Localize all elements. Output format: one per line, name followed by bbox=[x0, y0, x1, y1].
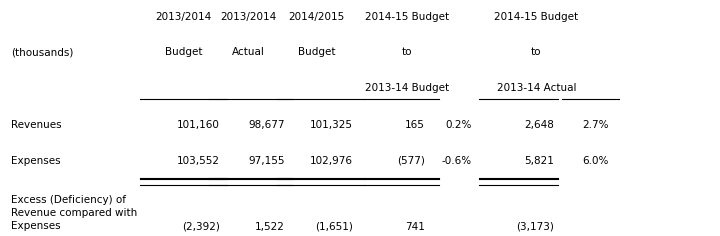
Text: 2014-15 Budget: 2014-15 Budget bbox=[495, 12, 578, 22]
Text: Budget: Budget bbox=[298, 47, 336, 57]
Text: 102,976: 102,976 bbox=[310, 156, 353, 166]
Text: 2014/2015: 2014/2015 bbox=[289, 12, 345, 22]
Text: 2013-14 Actual: 2013-14 Actual bbox=[497, 83, 576, 93]
Text: -0.6%: -0.6% bbox=[441, 156, 472, 166]
Text: to: to bbox=[402, 47, 412, 57]
Text: 0.2%: 0.2% bbox=[445, 120, 472, 130]
Text: 2013/2014: 2013/2014 bbox=[220, 12, 276, 22]
Text: (577): (577) bbox=[397, 156, 425, 166]
Text: Excess (Deficiency) of
Revenue compared with
Expenses: Excess (Deficiency) of Revenue compared … bbox=[11, 195, 137, 231]
Text: 2013-14 Budget: 2013-14 Budget bbox=[365, 83, 449, 93]
Text: 165: 165 bbox=[405, 120, 425, 130]
Text: 2,648: 2,648 bbox=[525, 120, 554, 130]
Text: (3,173): (3,173) bbox=[516, 222, 554, 232]
Text: 5,821: 5,821 bbox=[525, 156, 554, 166]
Text: Actual: Actual bbox=[232, 47, 265, 57]
Text: 741: 741 bbox=[405, 222, 425, 232]
Text: 6.0%: 6.0% bbox=[582, 156, 608, 166]
Text: 103,552: 103,552 bbox=[176, 156, 220, 166]
Text: 101,325: 101,325 bbox=[310, 120, 353, 130]
Text: (1,651): (1,651) bbox=[315, 222, 353, 232]
Text: 97,155: 97,155 bbox=[248, 156, 284, 166]
Text: Expenses: Expenses bbox=[11, 156, 60, 166]
Text: Budget: Budget bbox=[165, 47, 202, 57]
Text: Revenues: Revenues bbox=[11, 120, 61, 130]
Text: 2014-15 Budget: 2014-15 Budget bbox=[365, 12, 449, 22]
Text: 101,160: 101,160 bbox=[176, 120, 220, 130]
Text: (thousands): (thousands) bbox=[11, 47, 73, 57]
Text: 2013/2014: 2013/2014 bbox=[156, 12, 212, 22]
Text: 1,522: 1,522 bbox=[255, 222, 284, 232]
Text: (2,392): (2,392) bbox=[181, 222, 220, 232]
Text: to: to bbox=[531, 47, 541, 57]
Text: 98,677: 98,677 bbox=[248, 120, 284, 130]
Text: 2.7%: 2.7% bbox=[582, 120, 608, 130]
